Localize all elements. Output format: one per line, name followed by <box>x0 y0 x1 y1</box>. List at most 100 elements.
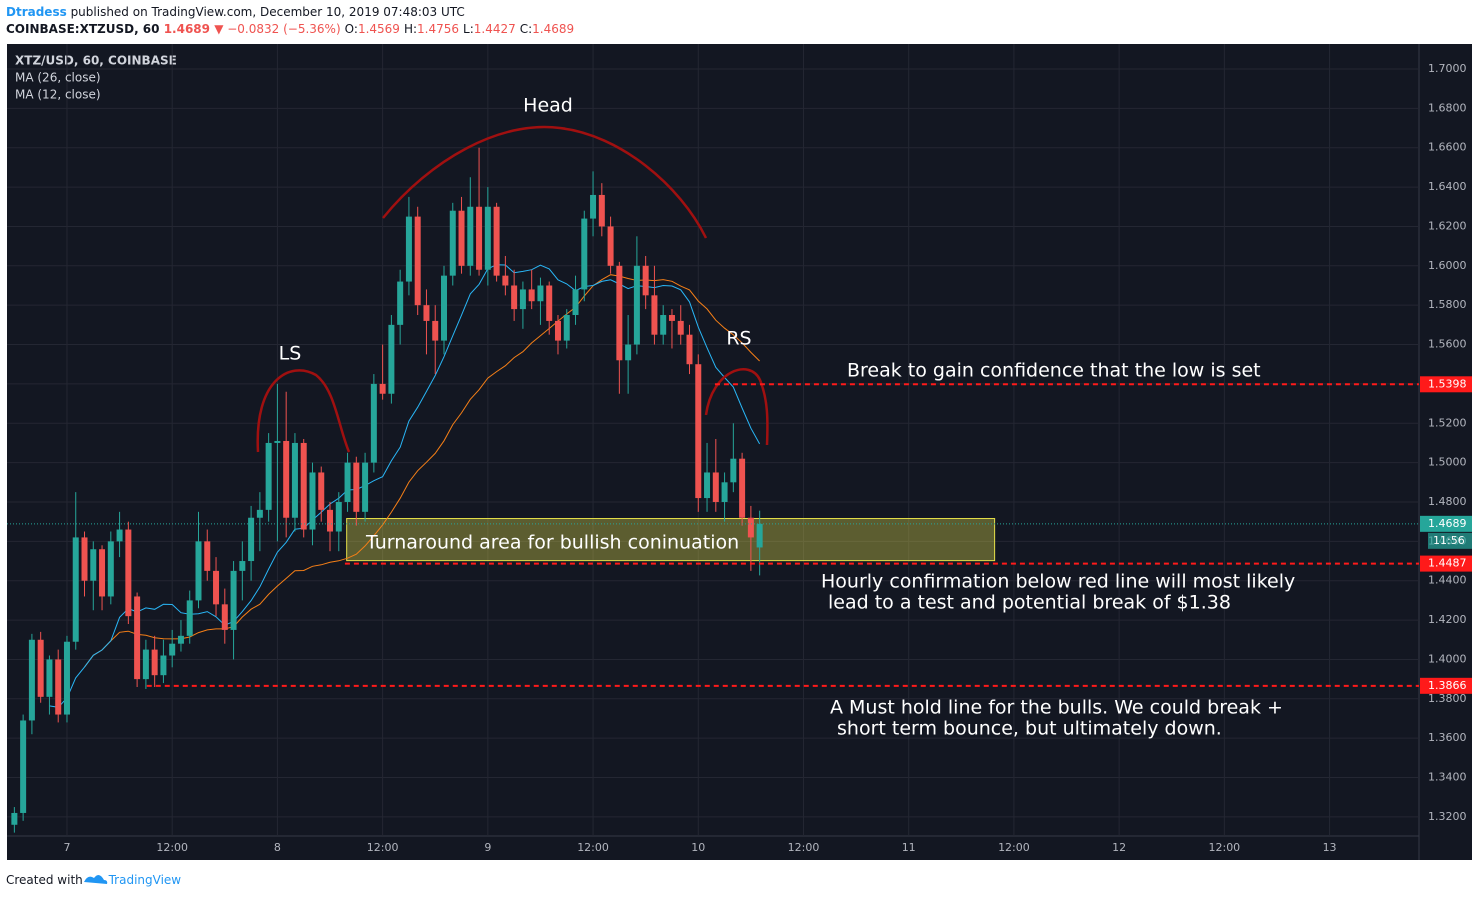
candle-body <box>204 541 211 571</box>
last-price-label: 1.4689 <box>1428 517 1467 530</box>
candle-body <box>721 482 728 502</box>
y-tick-label: 1.3800 <box>1428 692 1467 705</box>
x-tick-label: 12:00 <box>788 841 820 854</box>
candle-body <box>63 641 70 715</box>
y-tick-label: 1.5200 <box>1428 416 1467 429</box>
symbol: COINBASE:XTZUSD, 60 <box>6 22 160 36</box>
candle-body <box>590 194 597 219</box>
label-rs: RS <box>726 328 751 350</box>
candle-body <box>213 570 220 605</box>
x-tick-label: 13 <box>1323 841 1337 854</box>
ls-curve <box>256 369 351 453</box>
note-zone: Turnaround area for bullish coninuation <box>365 532 739 554</box>
ohlc-key: L: <box>463 22 474 36</box>
candle-body <box>362 462 369 512</box>
candle-body <box>686 334 693 365</box>
footer-text: Created with <box>6 873 83 887</box>
candle-body <box>405 216 412 282</box>
y-tick-label: 1.4000 <box>1428 652 1467 665</box>
candle-body <box>239 561 246 571</box>
candle-body <box>335 501 342 532</box>
candle-body <box>625 344 632 361</box>
level-box <box>1420 376 1472 393</box>
moving-average <box>49 264 761 708</box>
candle-body <box>616 265 623 361</box>
candle-body <box>230 570 237 630</box>
candle-body <box>739 458 746 518</box>
footer-brand[interactable]: TradingView <box>108 873 182 887</box>
header-line: COINBASE:XTZUSD, 60 1.4689 ▼ −0.0832 (−5… <box>6 22 574 36</box>
candle-body <box>397 281 404 325</box>
candle-body <box>248 517 255 562</box>
last: 1.4689 <box>164 22 210 36</box>
candle-body <box>660 315 667 335</box>
candle-body <box>388 324 395 394</box>
ohlc-value: 1.4569 <box>358 22 400 36</box>
y-tick-label: 1.6800 <box>1428 101 1467 114</box>
candle-body <box>90 549 97 581</box>
y-tick-label: 1.6600 <box>1428 141 1467 154</box>
candle-body <box>432 320 439 341</box>
candle-body <box>467 206 474 266</box>
ohlc-value: 1.4689 <box>532 22 574 36</box>
level-label: 1.5398 <box>1428 377 1467 390</box>
level-box <box>1420 555 1472 572</box>
author[interactable]: Dtradess <box>6 5 67 19</box>
candle-body <box>607 226 614 266</box>
y-tick-label: 1.5600 <box>1428 338 1467 351</box>
x-tick-label: 12:00 <box>156 841 188 854</box>
logo <box>84 874 108 884</box>
header-line: Dtradess published on TradingView.com, D… <box>6 5 465 19</box>
x-tick-label: 12:00 <box>1208 841 1240 854</box>
y-tick-label: 1.4200 <box>1428 613 1467 626</box>
candle-body <box>642 265 649 296</box>
candle-body <box>283 440 290 518</box>
x-tick-label: 10 <box>691 841 705 854</box>
candle-body <box>107 541 114 597</box>
published: published on TradingView.com, December 1… <box>71 5 465 19</box>
candle-body <box>484 206 491 270</box>
candle-body <box>81 537 88 581</box>
candle-body <box>379 383 386 394</box>
candle-body <box>493 206 500 276</box>
candle-body <box>327 509 334 532</box>
note-break: Break to gain confidence that the low is… <box>847 360 1261 382</box>
ohlc-key: H: <box>404 22 417 36</box>
level-box <box>1420 677 1472 694</box>
last-price-box <box>1420 515 1472 532</box>
candle-body <box>440 275 447 341</box>
note-hourly: lead to a test and potential break of $1… <box>828 592 1231 614</box>
candle-body <box>134 596 141 680</box>
candle-body <box>598 194 605 227</box>
candle-body <box>651 295 658 335</box>
change: ▼ −0.0832 (−5.36%) <box>214 22 340 36</box>
candle-body <box>730 458 737 483</box>
candle-body <box>221 604 228 630</box>
candle-body <box>265 442 272 510</box>
candle-body <box>11 812 18 825</box>
candle-body <box>537 285 544 302</box>
candle-body <box>72 537 79 642</box>
y-tick-label: 1.5000 <box>1428 456 1467 469</box>
ohlc-value: 1.4427 <box>474 22 516 36</box>
candle-body <box>344 462 351 502</box>
candle-body <box>353 462 360 512</box>
candle-body <box>704 472 711 499</box>
candle-body <box>318 472 325 510</box>
level-label: 1.3866 <box>1428 679 1467 692</box>
candle-body <box>581 218 588 290</box>
y-tick-label: 1.4400 <box>1428 574 1467 587</box>
candle-body <box>169 643 176 656</box>
ohlc-key: O: <box>345 22 358 36</box>
candle-body <box>142 649 149 680</box>
x-tick-label: 8 <box>274 841 281 854</box>
y-tick-label: 1.3200 <box>1428 810 1467 823</box>
candle-body <box>309 472 316 530</box>
candle-body <box>563 315 570 341</box>
candle-body <box>177 635 184 644</box>
candle-body <box>37 639 44 697</box>
legend-entry: MA (12, close) <box>15 88 101 102</box>
note-must: short term bounce, but ultimately down. <box>837 718 1222 740</box>
candle-body <box>423 305 430 321</box>
plot <box>7 44 1419 836</box>
